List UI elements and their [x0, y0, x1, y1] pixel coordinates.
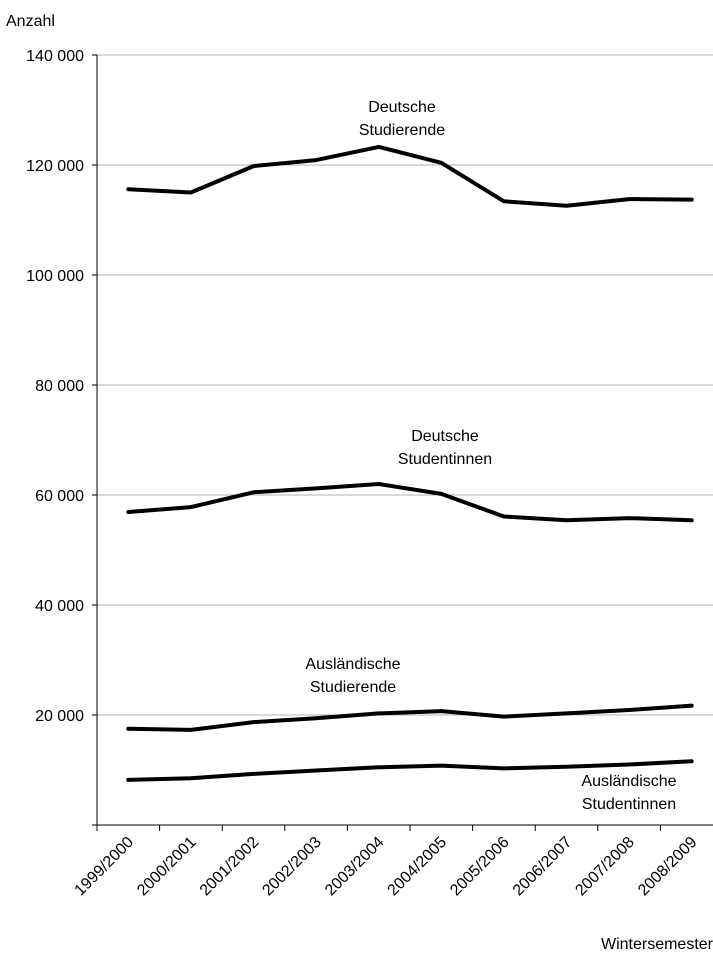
y-axis-title: Anzahl — [6, 13, 55, 30]
series-label: Deutsche Studentinnen — [398, 428, 492, 468]
gridlines — [97, 54, 713, 716]
y-tick-label: 120 000 — [26, 158, 84, 175]
x-tick-label: 2005/2006 — [447, 834, 513, 900]
x-tick-label: 2003/2004 — [322, 834, 388, 900]
x-tick-label: 2006/2007 — [510, 834, 576, 900]
x-tick-label: 2000/2001 — [134, 834, 200, 900]
series-line — [126, 759, 694, 782]
series-label: Ausländische Studierende — [305, 656, 400, 696]
y-tick-label: 60 000 — [35, 488, 84, 505]
series-line — [126, 144, 694, 208]
x-axis-title: Wintersemester — [601, 936, 713, 953]
x-tick-label: 1999/2000 — [72, 834, 138, 900]
series-label: Ausländische Studentinnen — [581, 773, 676, 813]
x-tick-label: 2002/2003 — [259, 834, 325, 900]
series-line — [126, 482, 694, 523]
axes — [92, 54, 713, 831]
series-label: Deutsche Studierende — [359, 99, 445, 139]
x-tick-label: 2007/2008 — [572, 834, 638, 900]
x-tick-label: 2008/2009 — [635, 834, 701, 900]
x-tick-label: 2004/2005 — [385, 834, 451, 900]
x-tick-label: 2001/2002 — [197, 834, 263, 900]
y-tick-label: 140 000 — [26, 48, 84, 65]
y-tick-label: 40 000 — [35, 598, 84, 615]
y-tick-labels: 20 000 40 000 60 000 80 000 100 000 120 000 14… — [26, 48, 84, 725]
y-tick-label: 100 000 — [26, 268, 84, 285]
x-tick-labels: 1999/20002000/20012001/20022002/20032003… — [72, 834, 701, 900]
series-lines — [126, 144, 694, 782]
series-labels: Deutsche Studierende Deutsche Studentinnen A… — [305, 99, 676, 813]
y-tick-label: 20 000 — [35, 708, 84, 725]
y-tick-label: 80 000 — [35, 378, 84, 395]
series-line — [126, 703, 694, 732]
